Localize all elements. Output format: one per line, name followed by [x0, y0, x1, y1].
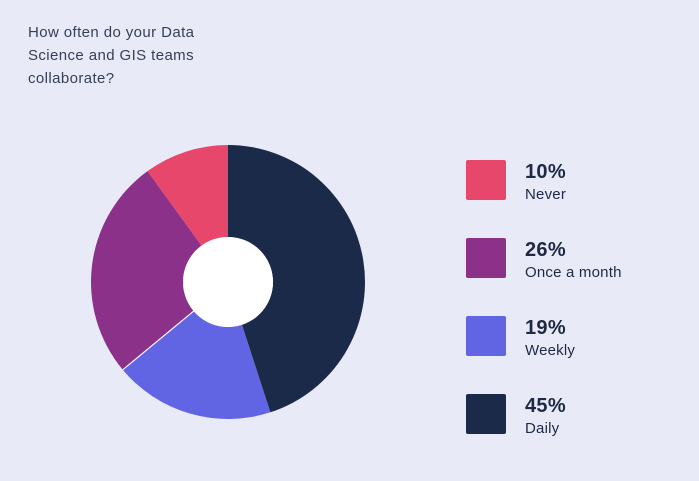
legend-swatch-once-a-month — [466, 238, 506, 278]
legend-item-weekly: 19% Weekly — [466, 316, 622, 360]
chart-title-line: collaborate? — [28, 70, 115, 87]
legend-swatch-daily — [466, 394, 506, 434]
legend-item-never: 10% Never — [466, 160, 622, 204]
legend-label-daily: Daily — [525, 420, 560, 437]
chart-legend: 10% Never 26% Once a month 19% Weekly 45… — [466, 160, 622, 438]
pie-slice-weekly — [122, 310, 271, 419]
chart-title: How often do your Data Science and GIS t… — [28, 21, 194, 90]
pie-slice-never — [147, 145, 228, 246]
legend-percent-daily: 45% — [525, 395, 566, 417]
pie-slice-once-a-month — [90, 171, 202, 370]
legend-percent-never: 10% — [525, 161, 566, 183]
donut-hole — [183, 237, 273, 327]
legend-label-once-a-month: Once a month — [525, 264, 622, 281]
legend-swatch-weekly — [466, 316, 506, 356]
pie-slice-daily — [228, 145, 365, 413]
chart-title-line: Science and GIS teams — [28, 47, 194, 64]
legend-swatch-never — [466, 160, 506, 200]
legend-item-daily: 45% Daily — [466, 394, 622, 438]
legend-label-weekly: Weekly — [525, 342, 576, 359]
legend-percent-weekly: 19% — [525, 317, 566, 339]
legend-label-never: Never — [525, 186, 567, 203]
legend-percent-once-a-month: 26% — [525, 239, 566, 261]
legend-item-once-a-month: 26% Once a month — [466, 238, 622, 282]
chart-title-line: How often do your Data — [28, 24, 195, 41]
